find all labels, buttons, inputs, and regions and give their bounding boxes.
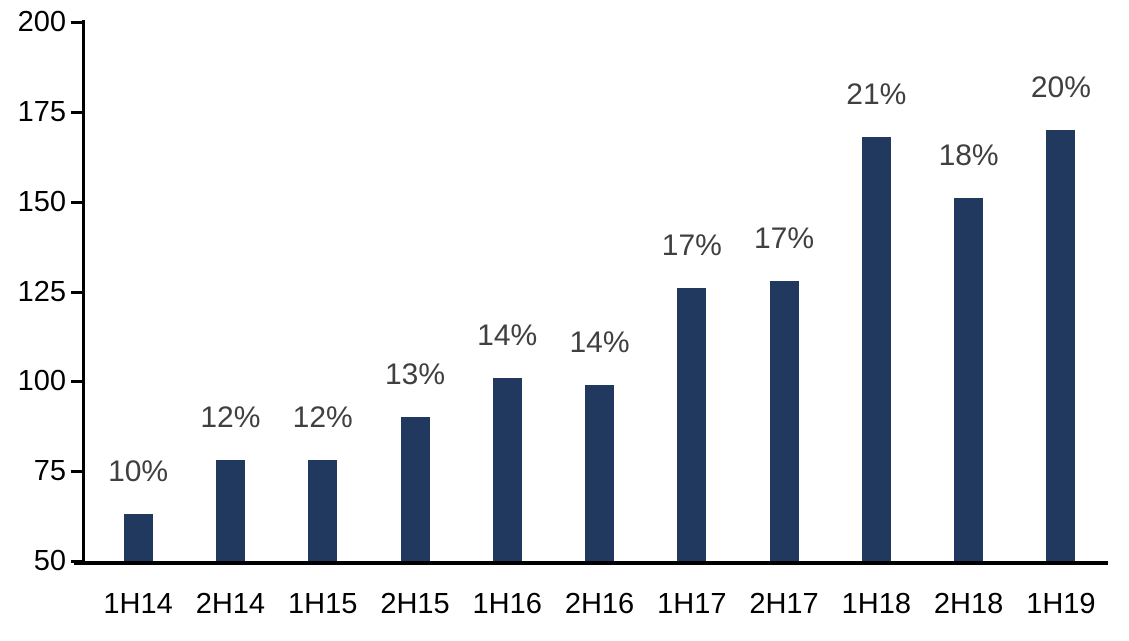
bar-value-label: 18% [938, 139, 999, 173]
bar-1h17 [677, 287, 707, 561]
x-tick-label: 1H19 [1026, 588, 1096, 620]
bar-2h17 [769, 280, 799, 561]
y-tick-label: 100 [17, 365, 66, 398]
x-axis-baseline [74, 561, 1108, 565]
y-tick-label: 125 [17, 275, 66, 308]
bar-1h15 [308, 460, 338, 561]
bar-value-label: 21% [846, 78, 907, 111]
x-tick-label: 1H16 [472, 588, 542, 620]
x-tick-label: 1H18 [841, 588, 911, 620]
x-tick-label: 1H17 [657, 588, 727, 620]
x-tick-label: 1H14 [103, 588, 173, 620]
y-tick-mark [71, 111, 82, 114]
y-tick-label: 75 [33, 455, 66, 488]
bar-2h16 [585, 384, 614, 561]
bar-value-label: 17% [753, 221, 815, 255]
y-axis-line [82, 20, 85, 565]
x-tick-label: 1H15 [288, 588, 358, 620]
y-tick-label: 150 [17, 185, 66, 218]
bar-1h18 [861, 137, 891, 561]
x-tick-label: 2H15 [380, 588, 450, 620]
bar-value-label: 14% [477, 318, 538, 352]
y-tick-label: 200 [17, 6, 66, 38]
y-tick-label: 50 [33, 545, 66, 577]
bar-value-label: 20% [1030, 70, 1091, 104]
x-tick-label: 2H17 [749, 588, 819, 620]
x-tick-label: 2H16 [564, 588, 635, 620]
bar-value-label: 14% [569, 325, 630, 359]
bar-value-label: 12% [292, 401, 353, 435]
bar-value-label: 12% [200, 401, 261, 435]
bar-1h14 [123, 514, 153, 561]
y-tick-mark [71, 470, 82, 473]
x-tick-label: 2H18 [933, 588, 1004, 620]
bar-value-label: 17% [661, 228, 722, 262]
y-tick-mark [71, 201, 82, 204]
y-tick-mark [71, 291, 82, 294]
y-tick-mark [71, 380, 82, 383]
y-tick-label: 175 [17, 95, 66, 128]
bar-2h18 [954, 198, 984, 561]
y-tick-mark [71, 21, 82, 24]
bar-1h19 [1046, 129, 1076, 561]
bar-2h15 [400, 417, 430, 561]
bar-value-label: 13% [384, 358, 446, 392]
bar-value-label: 10% [108, 455, 169, 489]
x-tick-label: 2H14 [195, 588, 266, 620]
bar-1h16 [492, 377, 522, 561]
bar-2h14 [215, 460, 245, 561]
